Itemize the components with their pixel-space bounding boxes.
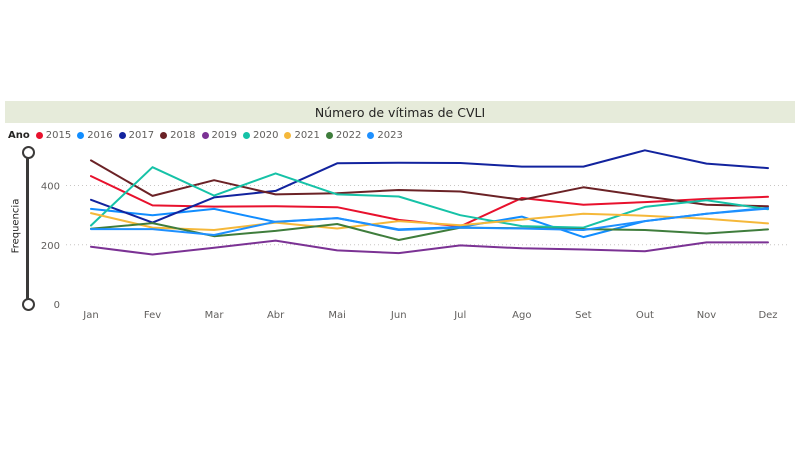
x-tick-label-Dez: Dez [758,310,777,321]
y-range-slider-top-handle[interactable] [22,146,35,159]
legend-marker-2018 [160,131,168,139]
chart-legend: Ano 2015 2016 2017 2018 2019 2020 2021 2022 2023 [8,128,409,142]
legend-item-2022[interactable]: 2022 [325,129,362,141]
series-line-2017[interactable] [90,149,769,224]
legend-item-2018[interactable]: 2018 [160,129,196,141]
x-tick-label-Mar: Mar [205,310,225,321]
legend-item-2020[interactable]: 2020 [243,130,278,141]
series-line-2018[interactable] [90,159,769,208]
legend-title: Ano [8,129,30,141]
legend-marker-2016 [77,131,85,139]
chart-title: Número de vítimas de CVLI [314,104,486,120]
legend-label-2016: 2016 [87,129,113,141]
legend-marker-2015 [35,131,43,139]
y-tick-label-400: 400 [41,182,60,193]
legend-label-2019: 2019 [211,129,237,141]
x-tick-label-Jul: Jul [453,310,466,321]
legend-marker-2020 [243,131,250,139]
x-tick-label-Jan: Jan [82,310,98,321]
series-line-2019[interactable] [90,239,769,256]
legend-marker-2022 [325,131,333,139]
legend-label-2022: 2022 [335,129,362,141]
legend-marker-2023 [367,131,375,139]
x-tick-label-Ago: Ago [512,310,531,321]
series-line-2021[interactable] [90,212,769,231]
legend-label-2018: 2018 [170,129,196,141]
legend-item-2021[interactable]: 2021 [284,129,320,141]
legend-marker-2021 [284,131,292,139]
y-range-slider-track[interactable] [26,152,29,304]
x-tick-label-Jun: Jun [390,310,407,321]
x-tick-label-Nov: Nov [697,310,717,321]
y-tick-label-200: 200 [41,241,60,252]
legend-item-2017[interactable]: 2017 [118,129,155,141]
series-line-2023[interactable] [90,207,769,236]
x-tick-label-Fev: Fev [144,310,161,321]
legend-marker-2019 [201,131,209,139]
y-tick-label-0: 0 [54,300,60,311]
x-tick-label-Set: Set [575,310,592,321]
chart-title-bar: Número de vítimas de CVLI [5,101,795,123]
legend-marker-2017 [118,131,126,139]
legend-item-2023[interactable]: 2023 [367,129,403,141]
legend-item-2016[interactable]: 2016 [77,129,113,141]
x-tick-label-Mai: Mai [328,310,346,321]
legend-label-2017: 2017 [128,129,155,141]
x-tick-label-Abr: Abr [267,310,285,321]
legend-label-2023: 2023 [377,129,403,141]
x-tick-label-Out: Out [636,310,654,321]
legend-label-2021: 2021 [294,129,320,141]
legend-item-2015[interactable]: 2015 [35,129,72,141]
series-line-2020[interactable] [90,166,769,229]
y-range-slider-bottom-handle[interactable] [22,298,35,311]
legend-item-2019[interactable]: 2019 [201,129,237,141]
legend-label-2020: 2020 [253,129,279,141]
legend-label-2015: 2015 [45,129,72,141]
series-line-2022[interactable] [90,222,769,241]
